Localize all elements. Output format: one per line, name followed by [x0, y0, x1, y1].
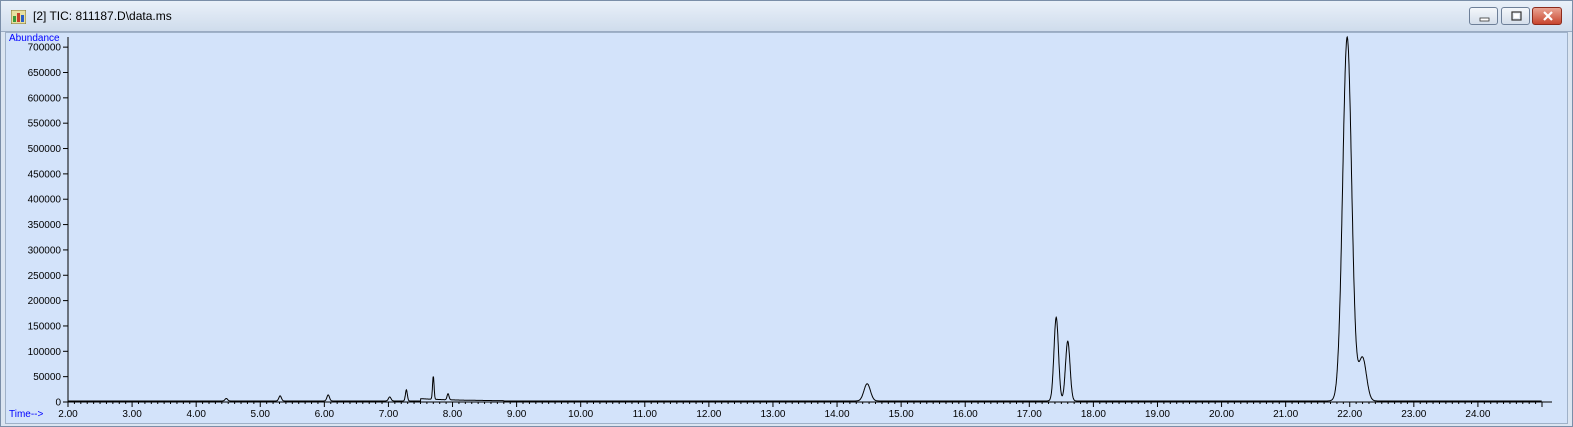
x-tick-label: 11.00: [633, 409, 658, 420]
x-tick-label: 5.00: [251, 409, 271, 420]
x-tick-label: 23.00: [1401, 409, 1426, 420]
y-tick-label: 700000: [28, 43, 62, 54]
y-tick-label: 650000: [28, 68, 62, 79]
x-tick-label: 15.00: [889, 409, 914, 420]
x-tick-label: 20.00: [1209, 409, 1234, 420]
tic-trace-line[interactable]: [68, 35, 1542, 402]
x-axis-label: Time-->: [9, 409, 44, 420]
y-tick-label: 400000: [28, 195, 62, 206]
minimize-button[interactable]: [1469, 7, 1498, 25]
x-tick-label: 2.00: [58, 409, 78, 420]
x-tick-label: 13.00: [760, 409, 785, 420]
x-tick-label: 4.00: [186, 409, 206, 420]
x-tick-label: 3.00: [122, 409, 142, 420]
y-tick-label: 600000: [28, 93, 62, 104]
close-button[interactable]: [1532, 7, 1562, 25]
y-tick-label: 500000: [28, 144, 62, 155]
x-tick-label: 6.00: [315, 409, 335, 420]
maximize-icon: [1511, 11, 1522, 21]
y-tick-label: 150000: [28, 321, 62, 332]
y-tick-label: 50000: [33, 372, 61, 383]
x-tick-label: 19.00: [1145, 409, 1170, 420]
x-tick-label: 21.00: [1273, 409, 1298, 420]
y-tick-label: 200000: [28, 296, 62, 307]
y-tick-label: 550000: [28, 119, 62, 130]
x-tick-label: 17.00: [1017, 409, 1042, 420]
x-tick-label: 7.00: [379, 409, 399, 420]
y-tick-label: 300000: [28, 245, 62, 256]
maximize-button[interactable]: [1501, 7, 1530, 25]
chromatogram-app-icon[interactable]: [11, 10, 26, 24]
close-icon: [1543, 11, 1553, 21]
y-tick-label: 0: [55, 398, 61, 409]
x-tick-label: 16.00: [953, 409, 978, 420]
plot-area[interactable]: [5, 32, 1568, 424]
y-tick-label: 450000: [28, 169, 62, 180]
x-tick-label: 18.00: [1081, 409, 1106, 420]
y-tick-label: 350000: [28, 220, 62, 231]
x-tick-label: 24.00: [1465, 409, 1490, 420]
x-tick-label: 12.00: [696, 409, 721, 420]
x-tick-label: 14.00: [825, 409, 850, 420]
title-bar[interactable]: [2] TIC: 811187.D\data.ms: [1, 1, 1572, 32]
y-tick-label: 250000: [28, 271, 62, 282]
x-tick-label: 10.00: [568, 409, 593, 420]
y-axis-label: Abundance: [9, 33, 60, 44]
window-title: [2] TIC: 811187.D\data.ms: [33, 9, 172, 23]
x-tick-label: 9.00: [507, 409, 527, 420]
x-tick-label: 8.00: [443, 409, 463, 420]
minimize-icon: [1479, 17, 1490, 22]
y-tick-label: 100000: [28, 347, 62, 358]
x-tick-label: 22.00: [1337, 409, 1362, 420]
